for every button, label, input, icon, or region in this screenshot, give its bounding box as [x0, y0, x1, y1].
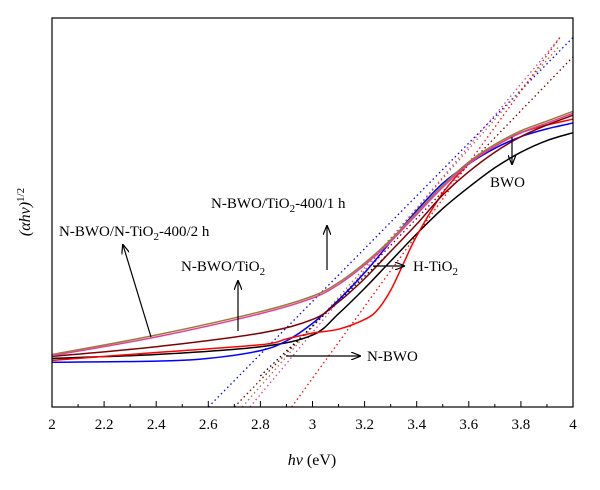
tangent-line-1 [233, 56, 573, 407]
x-tick-label-9: 3.8 [512, 417, 531, 433]
x-axis: 2 2.2 2.4 2.6 2.8 3 3.2 3.4 3.6 3.8 4 [48, 401, 577, 433]
x-tick-label-2: 2.4 [147, 417, 166, 433]
tangent-line-3 [249, 37, 561, 407]
y-axis-title: (αhν)1/2 [15, 188, 34, 236]
x-tick-label-1: 2.2 [95, 417, 114, 433]
annotation-bwo: BWO [490, 175, 525, 191]
annotation-n-bwo-tio2-1h: N-BWO/TiO2-400/1 h [211, 196, 346, 215]
x-tick-label-5: 3 [309, 417, 317, 433]
series-line-4 [52, 110, 573, 356]
n-bwo-ntio2-2h-arrow [123, 245, 152, 338]
annotation-n-bwo-tio2: N-BWO/TiO2 [181, 259, 265, 278]
series-line-1 [52, 122, 573, 364]
series-line-0 [52, 132, 573, 360]
annotations: BWO N-BWO/TiO2-400/1 h N-BWO/N-TiO2-400/… [59, 137, 525, 365]
x-tick-label-7: 3.4 [407, 417, 426, 433]
x-axis-title: hν (eV) [288, 452, 336, 469]
series-line-5 [52, 112, 573, 357]
x-tick-label-8: 3.6 [459, 417, 478, 433]
tangent-line-4 [259, 250, 392, 377]
data-series [52, 110, 573, 364]
series-line-3 [52, 114, 573, 358]
tangent-line-2 [241, 44, 561, 407]
annotation-h-tio2: H-TiO2 [413, 259, 458, 278]
x-tick-label-10: 4 [569, 417, 577, 433]
x-tick-label-4: 2.8 [251, 417, 270, 433]
x-tick-label-0: 2 [48, 417, 56, 433]
x-tick-label-6: 3.2 [355, 417, 374, 433]
tangent-line-5 [291, 37, 561, 407]
annotation-n-bwo: N-BWO [367, 349, 418, 365]
annotation-n-bwo-ntio2-2h: N-BWO/N-TiO2-400/2 h [59, 224, 210, 243]
x-tick-label-3: 2.6 [199, 417, 218, 433]
